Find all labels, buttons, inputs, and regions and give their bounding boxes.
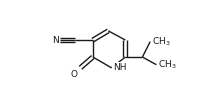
Text: N: N [52, 36, 59, 45]
Text: CH$_3$: CH$_3$ [152, 35, 170, 48]
Text: NH: NH [113, 63, 126, 72]
Text: CH$_3$: CH$_3$ [158, 59, 177, 71]
Text: O: O [71, 70, 78, 79]
